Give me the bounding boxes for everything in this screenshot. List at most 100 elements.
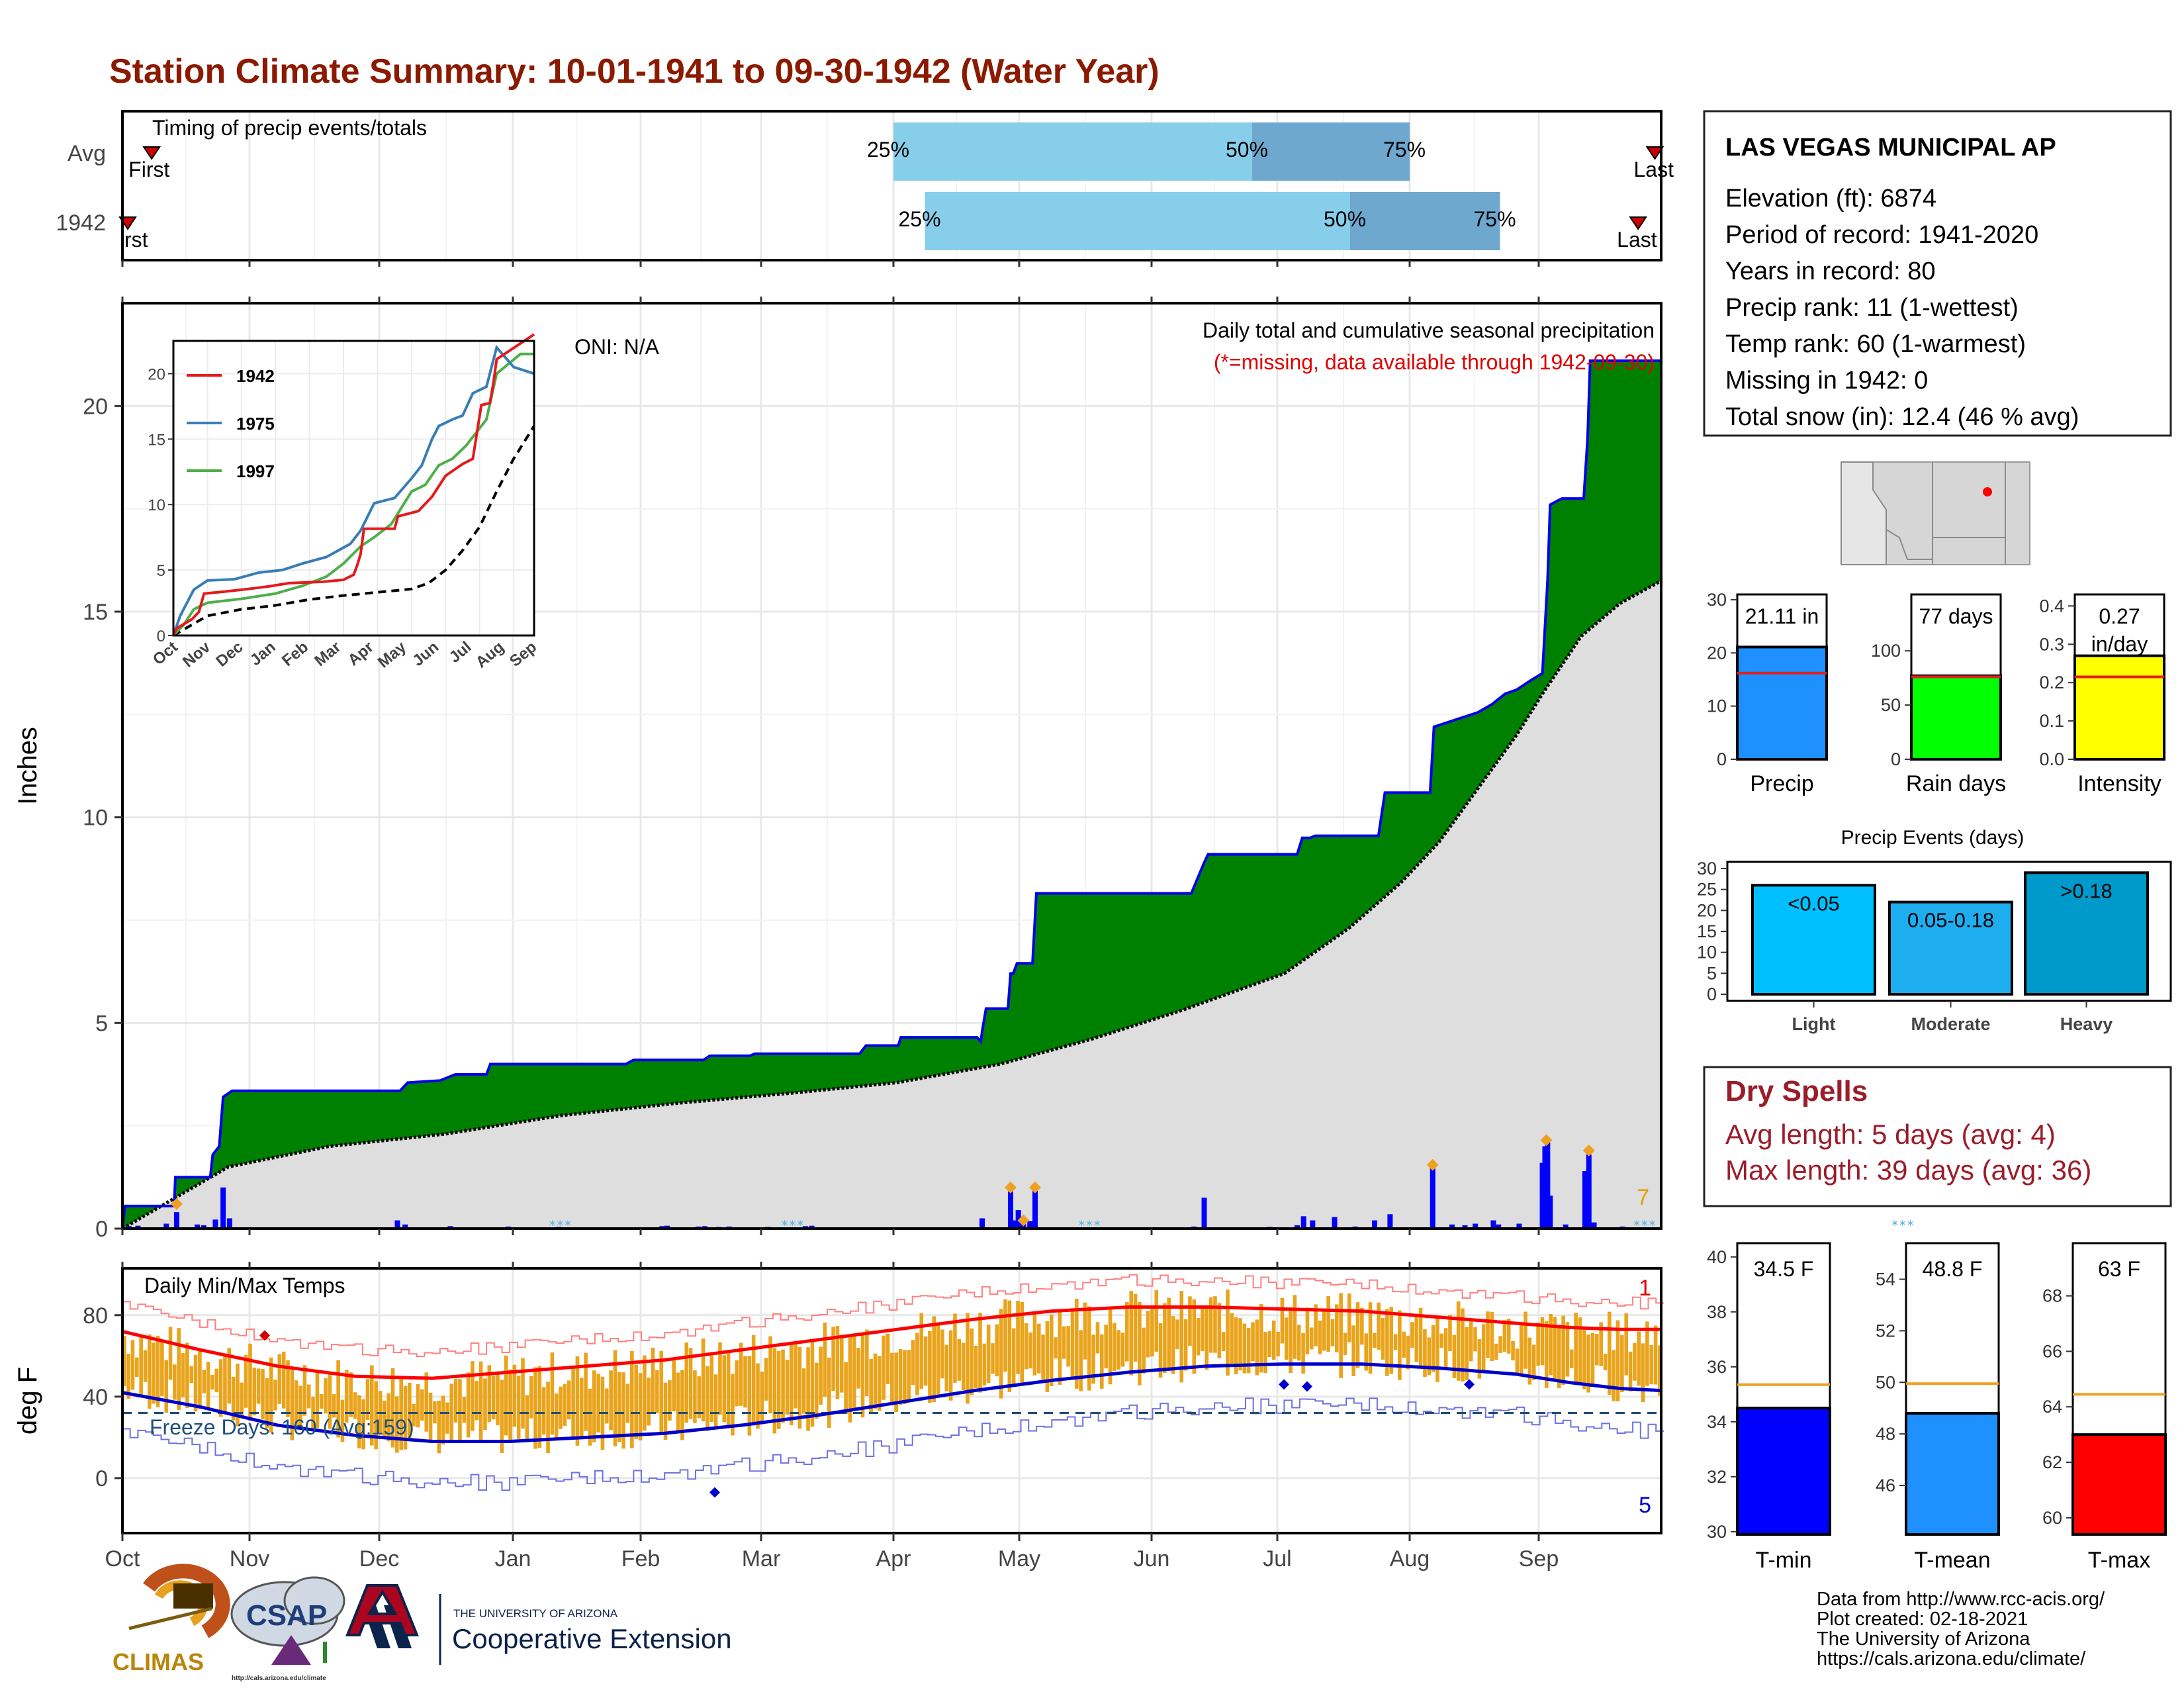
timing-bar-25-50 (925, 192, 1350, 250)
daily-temp-bar (735, 1360, 739, 1407)
daily-temp-bar (1565, 1322, 1570, 1377)
daily-temp-bar (835, 1326, 840, 1399)
events-y-tick-label: 15 (1697, 921, 1717, 941)
daily-temp-bar (1058, 1309, 1062, 1385)
daily-temp-bar (1465, 1327, 1469, 1381)
daily-temp-bar (609, 1370, 613, 1430)
inset-legend-label: 1997 (236, 461, 275, 481)
daily-temp-bar (390, 1368, 395, 1448)
daily-temp-bar (332, 1394, 336, 1418)
events-title: Precip Events (days) (1841, 827, 2025, 849)
snow-marker: ∗∗∗ (1633, 1217, 1656, 1228)
inset-series-lines (172, 333, 535, 637)
daily-temp-bar (810, 1339, 815, 1427)
daily-temp-bar (1221, 1332, 1226, 1352)
daily-temp-bar (1360, 1307, 1364, 1345)
daily-temp-bar (1066, 1326, 1070, 1367)
daily-temp-bar (605, 1388, 609, 1424)
daily-temp-bar (500, 1380, 504, 1453)
daily-temp-bar (584, 1352, 588, 1431)
daily-precip-bar (1015, 1210, 1021, 1229)
daily-temp-bar (471, 1361, 475, 1431)
daily-precip-bar (1300, 1216, 1306, 1229)
daily-temp-bar (1431, 1325, 1435, 1372)
snow-marker: ∗∗∗ (1077, 1217, 1101, 1228)
daily-temp-bar (478, 1361, 483, 1441)
daily-temp-bar (546, 1382, 550, 1453)
inset-legend: 1942 1975 1997 (187, 366, 275, 481)
daily-temp-bar (412, 1403, 416, 1427)
daily-precip-bar (1371, 1220, 1377, 1229)
daily-temp-bar (794, 1343, 797, 1409)
freeze-days-label: Freeze Days: 160 (Avg:159) (150, 1415, 414, 1439)
summary-y-tick-label: 100 (1871, 641, 1901, 661)
snow-marker: ∗∗∗ (781, 1217, 804, 1228)
daily-temp-bar (999, 1309, 1003, 1399)
climas-logo: CLIMAS (113, 1564, 230, 1675)
daily-precip-bar (173, 1212, 179, 1229)
max-precip-marker (1582, 1144, 1595, 1156)
temp-summary-y-tick-label: 66 (2042, 1341, 2062, 1361)
daily-temp-bar (1570, 1349, 1574, 1368)
daily-temp-bar (1104, 1325, 1108, 1369)
daily-temp-bar (420, 1389, 424, 1421)
daily-temp-bar (1154, 1289, 1159, 1352)
daily-temp-bar (839, 1338, 844, 1393)
daily-temp-bar (1263, 1331, 1267, 1374)
summary-y-tick-label: 0.2 (2039, 673, 2064, 692)
daily-temp-bar (630, 1350, 634, 1448)
daily-temp-bar (1238, 1318, 1242, 1371)
record-temp-marker (1464, 1379, 1475, 1390)
daily-temp-bar (349, 1372, 353, 1417)
daily-precip-bar (1563, 1224, 1569, 1229)
daily-precip-bar (201, 1225, 206, 1229)
daily-precip-bar (1591, 1222, 1597, 1229)
daily-temp-bar (1351, 1325, 1355, 1376)
temp-summary-y-tick-label: 38 (1707, 1302, 1727, 1322)
daily-temp-bar (797, 1346, 802, 1429)
daily-temp-bar (768, 1336, 772, 1414)
daily-temp-bar (676, 1372, 680, 1434)
timing-label-50: 50% (1226, 138, 1268, 162)
daily-precip-bar (226, 1218, 232, 1229)
snow-marker: ∗∗∗ (1891, 1217, 1914, 1228)
temp-summary-t-min: 34.5 F 30 32 34 36 38 40 T-min (1707, 1242, 1831, 1573)
daily-temp-bar (1612, 1350, 1615, 1401)
station-info-box: LAS VEGAS MUNICIPAL AP Elevation (ft): 6… (1703, 110, 2172, 437)
daily-temp-bar (743, 1356, 747, 1408)
daily-temp-bar (1201, 1308, 1205, 1351)
daily-temp-bar (1498, 1336, 1502, 1353)
daily-temp-bar (395, 1396, 399, 1453)
daily-temp-bar (516, 1376, 521, 1439)
precip-y-tick-label: 10 (83, 806, 108, 831)
daily-temp-bar (801, 1368, 806, 1414)
daily-temp-bar (1439, 1333, 1444, 1348)
daily-temp-bar (1083, 1302, 1087, 1360)
daily-temp-bar (713, 1374, 718, 1429)
daily-temp-bar (776, 1350, 781, 1429)
temp-summary-y-tick-label: 50 (1876, 1372, 1895, 1392)
inset-y-tick-label: 20 (148, 365, 165, 383)
daily-temp-bar (1641, 1343, 1645, 1403)
daily-temp-bar (1603, 1354, 1608, 1370)
credits: Data from http://www.rcc-acis.org/ Plot … (1817, 1589, 2105, 1669)
precip-missing-note: (*=missing, data available through 1942-… (1214, 350, 1655, 374)
daily-temp-bar (1549, 1313, 1553, 1376)
month-tick-label: Oct (105, 1546, 140, 1571)
daily-temp-bar (185, 1342, 189, 1409)
daily-temp-bar (1284, 1317, 1289, 1360)
daily-precip-bar (1582, 1171, 1588, 1229)
record-temp-marker (259, 1330, 270, 1341)
daily-temp-bar (709, 1355, 714, 1423)
max-precip-marker (1029, 1181, 1042, 1194)
daily-temp-bar (370, 1365, 374, 1446)
location-map (1841, 461, 2030, 565)
temp-y-tick-label: 40 (83, 1385, 108, 1410)
temp-summary-y-tick-label: 40 (1707, 1247, 1727, 1267)
daily-precip-bar (220, 1187, 226, 1229)
temp-summary-y-tick-label: 64 (2042, 1397, 2062, 1417)
daily-temp-bar (1469, 1320, 1473, 1362)
daily-temp-bar (1070, 1308, 1075, 1378)
temp-summary-value-label: 63 F (2098, 1257, 2140, 1281)
